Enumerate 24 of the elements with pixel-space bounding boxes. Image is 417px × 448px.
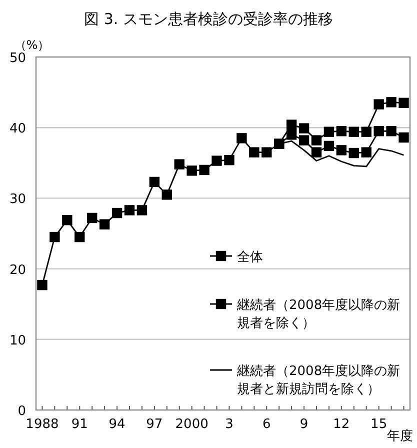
- xtick: 3: [225, 417, 234, 432]
- legend-label: 継続者（2008年度以降の新: [237, 298, 400, 313]
- xtick: 1988: [26, 417, 59, 432]
- legend-label: 継続者（2008年度以降の新: [237, 364, 400, 379]
- ytick: 10: [9, 333, 26, 348]
- ytick: 30: [9, 192, 26, 208]
- legend-label: 規者と新規訪問を除く）: [237, 382, 380, 397]
- legend-label: 規者を除く）: [237, 316, 315, 331]
- xtick: 6: [262, 417, 271, 432]
- ytick: 50: [9, 51, 26, 66]
- xtick: 97: [146, 417, 163, 432]
- title: 図 3. スモン患者検診の受診率の推移: [84, 10, 333, 28]
- xtick: 91: [71, 417, 88, 432]
- xtick: 2000: [175, 417, 208, 432]
- xtick: 15: [370, 417, 388, 432]
- xtick: 94: [108, 417, 126, 432]
- xlabel: 年度: [387, 429, 413, 444]
- ytick: 0: [18, 404, 26, 419]
- legend-label: 全体: [237, 250, 263, 265]
- ytick: 40: [9, 122, 26, 137]
- ytick: 20: [9, 262, 26, 278]
- xtick: 12: [333, 417, 350, 432]
- xtick: 9: [300, 417, 308, 432]
- ylabel: （%）: [14, 38, 50, 52]
